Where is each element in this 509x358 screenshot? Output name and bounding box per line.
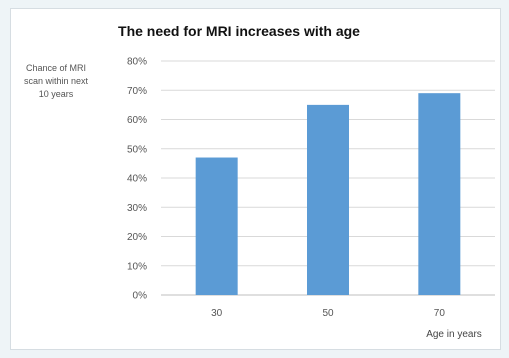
y-axis-label-line-3: 10 years [39,89,74,99]
bar-age-70 [418,93,461,295]
y-axis-ticks: 0% 10% 20% 30% 40% 50% 60% 70% 80% [127,57,147,302]
x-axis-ticks: 30 50 70 [211,308,445,319]
y-tick-label: 10% [127,261,147,272]
y-tick-label: 40% [127,174,147,185]
y-tick-label: 0% [133,291,148,302]
x-axis-label: Age in years [426,329,482,340]
y-tick-label: 30% [127,203,147,214]
chart-title: The need for MRI increases with age [118,23,360,39]
y-tick-label: 50% [127,144,147,155]
x-tick-label: 70 [434,308,446,319]
x-tick-label: 30 [211,308,223,319]
y-tick-label: 20% [127,232,147,243]
bar-age-50 [307,104,349,295]
bar-age-30 [195,157,238,295]
y-axis-label-line-1: Chance of MRI [26,63,86,73]
x-tick-label: 50 [322,308,334,319]
bar-chart: The need for MRI increases with age Chan… [24,23,495,340]
chart-frame: The need for MRI increases with age Chan… [10,8,501,350]
y-tick-label: 80% [127,57,147,68]
bars [195,93,461,295]
y-tick-label: 60% [127,115,147,126]
y-tick-label: 70% [127,86,147,97]
y-axis-label-line-2: scan within next [24,76,89,86]
